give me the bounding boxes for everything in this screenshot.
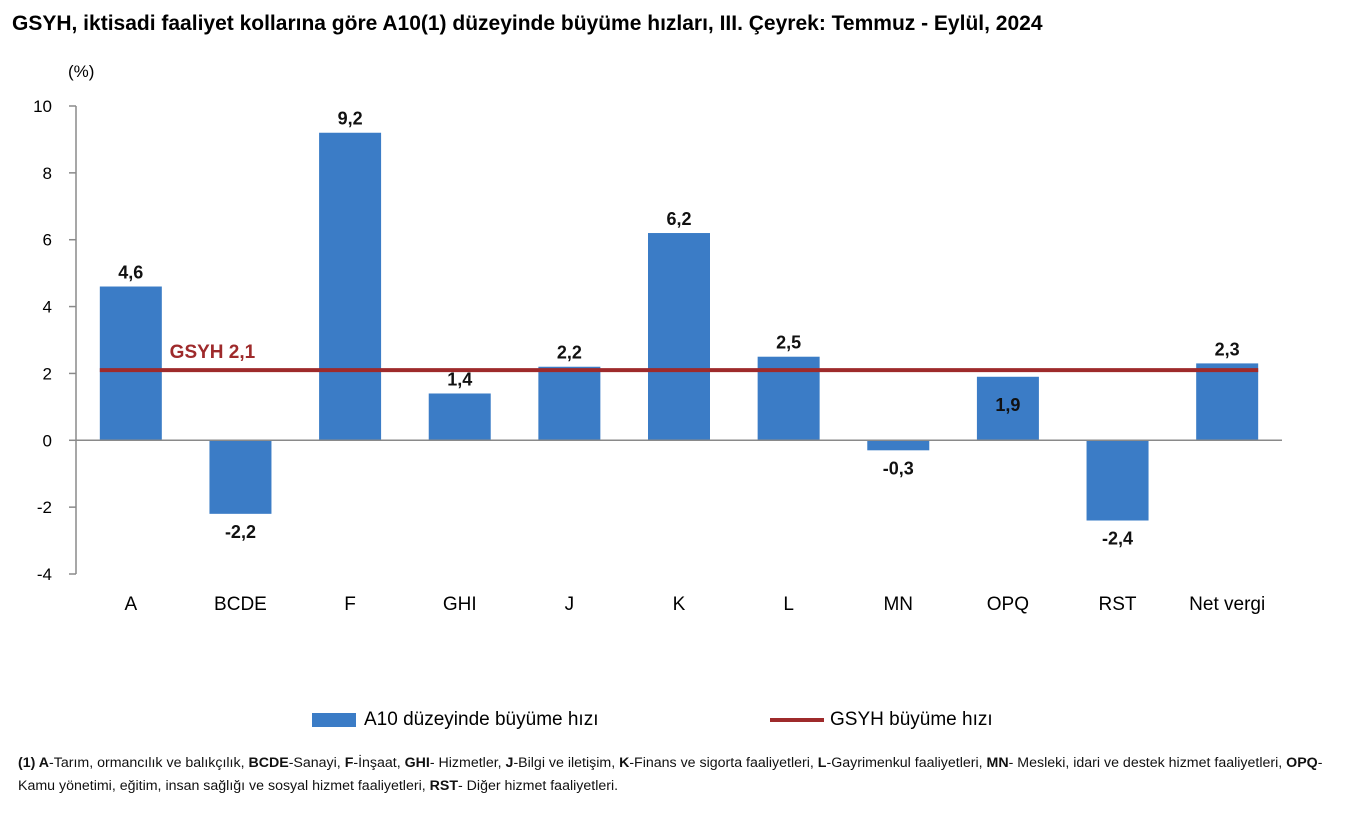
footnote-key: MN — [986, 755, 1009, 771]
bar-mn — [867, 440, 930, 451]
footnote-text: -Finans ve sigorta faaliyetleri, — [629, 755, 818, 771]
footnote-key: BCDE — [248, 755, 289, 771]
bar-net-vergi — [1196, 363, 1259, 441]
data-label: 1,9 — [995, 395, 1020, 415]
x-tick-label: RST — [1099, 594, 1137, 615]
footnote-text: -Tarım, ormancılık ve balıkçılık, — [49, 755, 249, 771]
data-label: 1,4 — [447, 369, 472, 389]
legend-item-line: GSYH büyüme hızı — [770, 709, 993, 731]
y-tick-label: 0 — [43, 431, 52, 450]
data-label: 6,2 — [666, 209, 691, 229]
data-label: -2,4 — [1102, 529, 1133, 549]
x-tick-label: GHI — [443, 594, 477, 615]
x-tick-label: A — [124, 594, 137, 615]
footnote-key: J — [505, 755, 514, 771]
footnote-key: OPQ — [1286, 755, 1318, 771]
legend-bar-swatch — [312, 713, 356, 727]
legend-item-bars: A10 düzeyinde büyüme hızı — [312, 709, 599, 731]
bar-bcde — [209, 440, 272, 514]
data-label: 9,2 — [338, 109, 363, 129]
footnote-text: -İnşaat, — [353, 755, 405, 771]
footnote-key: RST — [429, 778, 458, 794]
y-axis-label: (%) — [68, 62, 95, 81]
x-tick-label: F — [344, 594, 356, 615]
footnote-key: F — [344, 755, 354, 771]
data-label: 4,6 — [118, 263, 143, 283]
footnote-text: -Sanayi, — [288, 755, 345, 771]
data-label: 2,3 — [1215, 339, 1240, 359]
footnote: (1) A-Tarım, ormancılık ve balıkçılık, B… — [18, 752, 1358, 798]
y-tick-label: 4 — [43, 298, 52, 317]
bar-opq — [976, 376, 1039, 441]
x-tick-label: BCDE — [214, 594, 267, 615]
bar-chart: 10 8 6 4 2 0 -2 -4 GSYH 2,1 4,6 A -2,2 BCDE 9,2 F 1,4 GH… — [33, 97, 1282, 615]
y-tick-label: 10 — [33, 97, 52, 116]
data-label: -2,2 — [225, 522, 256, 542]
x-tick-label: OPQ — [987, 594, 1029, 615]
bar-rst — [1086, 440, 1149, 521]
x-tick-label: Net vergi — [1189, 594, 1265, 615]
x-tick-label: K — [673, 594, 686, 615]
footnote-key: (1) A — [18, 755, 50, 771]
x-tick-label: MN — [883, 594, 913, 615]
legend-line-swatch — [770, 718, 824, 722]
y-tick-label: -2 — [37, 498, 52, 517]
footnote-key: GHI — [404, 755, 430, 771]
bar-k — [648, 233, 710, 441]
footnote-text: -Gayrimenkul faaliyetleri, — [826, 755, 987, 771]
bar-j — [538, 366, 601, 441]
bar-f — [319, 132, 382, 441]
chart-title: GSYH, iktisadi faaliyet kollarına göre A… — [12, 12, 1043, 35]
y-tick-label: 2 — [43, 364, 52, 383]
x-tick-label: J — [565, 594, 575, 615]
data-label: 2,2 — [557, 343, 582, 363]
data-label: -0,3 — [883, 458, 914, 478]
footnote-key: K — [619, 755, 630, 771]
legend-line-label: GSYH büyüme hızı — [830, 709, 993, 730]
x-tick-label: L — [783, 594, 794, 615]
footnote-text: - Hizmetler, — [429, 755, 506, 771]
footnote-text: -Bilgi ve iletişim, — [513, 755, 620, 771]
data-label: 2,5 — [776, 333, 801, 353]
y-tick-label: -4 — [37, 565, 52, 584]
bar-ghi — [428, 393, 491, 441]
bar-a — [99, 286, 162, 441]
footnote-text: - Kamu yönetimi, eğitim, insan sağlığı v… — [18, 755, 1323, 794]
legend-bar-label: A10 düzeyinde büyüme hızı — [364, 709, 599, 730]
gsyh-reference-label: GSYH 2,1 — [170, 342, 256, 363]
footnote-text: - Diğer hizmet faaliyetleri. — [458, 778, 619, 794]
y-tick-label: 6 — [43, 231, 52, 250]
y-tick-label: 8 — [43, 164, 52, 183]
footnote-key: L — [817, 755, 827, 771]
footnote-text: - Mesleki, idari ve destek hizmet faaliy… — [1008, 755, 1287, 771]
